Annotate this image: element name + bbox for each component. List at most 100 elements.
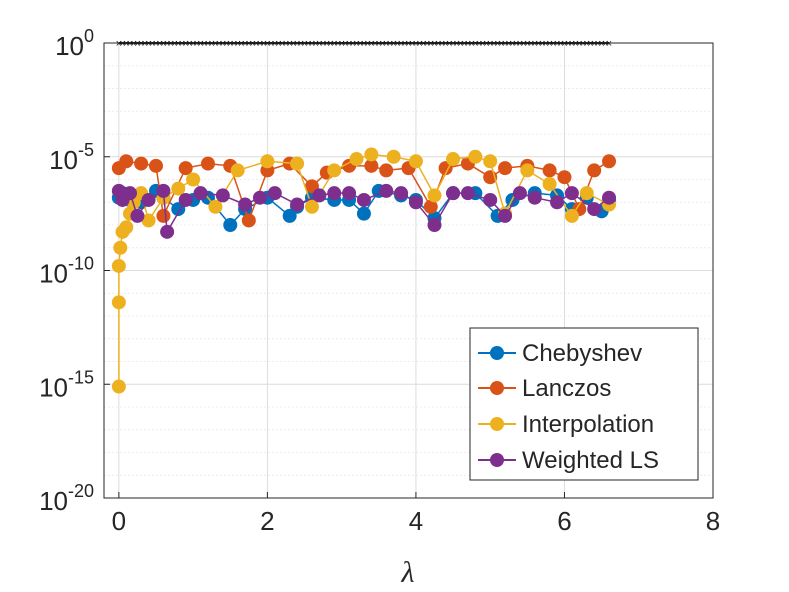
data-point (160, 224, 175, 239)
top-marker: × (145, 38, 151, 50)
series-weighted-ls (111, 183, 617, 239)
data-point (111, 295, 126, 310)
data-point (446, 152, 461, 167)
data-point (122, 186, 137, 201)
data-point (215, 188, 230, 203)
top-marker: × (546, 38, 552, 50)
data-point (267, 186, 282, 201)
data-point (178, 161, 193, 176)
top-marker: × (439, 38, 445, 50)
top-marker: × (182, 38, 188, 50)
legend-label-lanczos: Lanczos (522, 375, 611, 402)
data-point (550, 195, 565, 210)
top-marker: × (205, 38, 211, 50)
top-marker: × (532, 38, 538, 50)
top-marker: × (513, 38, 519, 50)
top-marker: × (305, 38, 311, 50)
y-tick-label: 10-5 (49, 140, 94, 175)
top-marker: × (591, 38, 597, 50)
top-marker: × (186, 38, 192, 50)
data-point (564, 208, 579, 223)
data-point (542, 163, 557, 178)
data-point (349, 152, 364, 167)
legend-label-weighted-ls: Weighted LS (522, 447, 659, 474)
top-marker: × (435, 38, 441, 50)
top-marker: × (509, 38, 515, 50)
top-marker: × (216, 38, 222, 50)
top-marker: × (468, 38, 474, 50)
data-point (520, 163, 535, 178)
top-marker: × (298, 38, 304, 50)
data-point (423, 199, 438, 214)
top-marker: × (446, 38, 452, 50)
data-point (542, 177, 557, 192)
top-marker: × (309, 38, 315, 50)
top-marker: × (595, 38, 601, 50)
data-point (186, 172, 201, 187)
top-marker: × (606, 38, 612, 50)
data-point (364, 158, 379, 173)
top-marker: × (602, 38, 608, 50)
data-point (427, 218, 442, 232)
data-point (386, 149, 401, 164)
top-marker: × (483, 38, 489, 50)
top-marker: × (257, 38, 263, 50)
top-marker: × (327, 38, 333, 50)
top-marker: × (465, 38, 471, 50)
data-point (156, 208, 171, 223)
top-marker: × (197, 38, 203, 50)
top-marker: × (398, 38, 404, 50)
top-marker: × (212, 38, 218, 50)
top-marker: × (361, 38, 367, 50)
top-marker: × (450, 38, 456, 50)
top-marker: × (142, 38, 148, 50)
top-marker: × (279, 38, 285, 50)
top-marker: × (223, 38, 229, 50)
data-point (141, 213, 156, 228)
top-marker: × (502, 38, 508, 50)
top-marker: × (565, 38, 571, 50)
top-marker: × (294, 38, 300, 50)
top-marker: × (312, 38, 318, 50)
top-marker: × (472, 38, 478, 50)
top-marker: × (286, 38, 292, 50)
top-marker: × (376, 38, 382, 50)
data-point (557, 170, 572, 185)
top-marker: × (420, 38, 426, 50)
top-marker: × (156, 38, 162, 50)
top-marker: × (283, 38, 289, 50)
top-marker: × (301, 38, 307, 50)
legend-marker-interpolation (490, 417, 504, 431)
data-point (290, 197, 305, 212)
top-marker: × (383, 38, 389, 50)
top-marker: × (569, 38, 575, 50)
top-marker: × (149, 38, 155, 50)
top-marker: × (116, 38, 122, 50)
legend-label-chebyshev: Chebyshev (522, 340, 642, 367)
top-marker: × (394, 38, 400, 50)
top-marker: × (353, 38, 359, 50)
top-marker: × (316, 38, 322, 50)
top-marker: × (431, 38, 437, 50)
top-marker: × (290, 38, 296, 50)
data-point (498, 161, 513, 176)
top-marker: × (580, 38, 586, 50)
top-marker: × (238, 38, 244, 50)
top-marker: × (561, 38, 567, 50)
data-point (252, 190, 267, 205)
top-marker: × (387, 38, 393, 50)
data-point (171, 181, 186, 196)
top-marker: × (598, 38, 604, 50)
top-marker: × (123, 38, 129, 50)
data-point (364, 147, 379, 162)
data-point (156, 183, 171, 198)
data-point (498, 208, 513, 223)
top-marker: × (168, 38, 174, 50)
top-marker: × (524, 38, 530, 50)
data-point (130, 208, 145, 223)
top-marker: × (480, 38, 486, 50)
top-marker: × (379, 38, 385, 50)
data-point (379, 183, 394, 198)
data-point (564, 186, 579, 201)
top-marker: × (572, 38, 578, 50)
